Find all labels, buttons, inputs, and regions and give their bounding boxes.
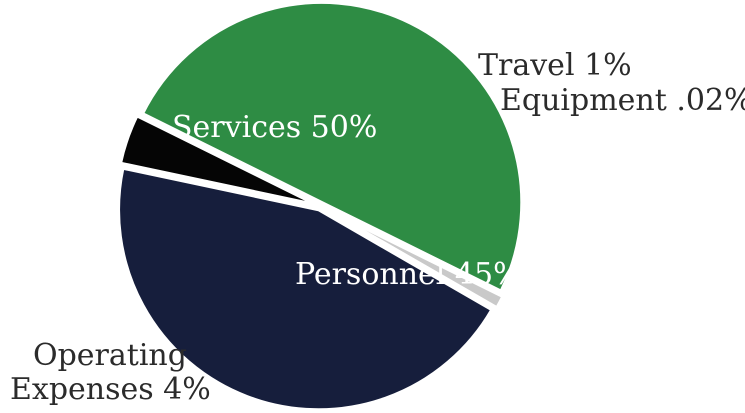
label-operating-line2: Expenses 4% [10,372,211,407]
slice-equipment [322,206,499,312]
pie-slices [117,0,524,412]
label-operating-line1: Operating [33,338,187,373]
label-personnel: Personnel 45% [295,257,522,292]
slice-services [140,0,524,294]
slice-operating-expenses [118,113,317,207]
label-travel: Travel 1% [478,48,632,83]
slice-personnel [117,166,494,412]
label-services: Services 50% [172,110,377,145]
label-equipment: Equipment .02% [500,83,745,118]
